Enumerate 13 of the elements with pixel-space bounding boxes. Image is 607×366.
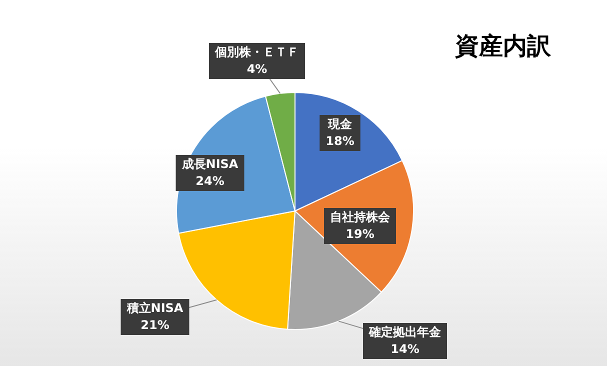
data-label: 24% [196, 174, 224, 188]
slice-label: 現金 [327, 117, 353, 132]
data-label: 18% [326, 134, 354, 148]
text: 資産内訳 [455, 31, 551, 62]
data-label: 19% [346, 227, 374, 242]
data-label: 14% [390, 342, 420, 356]
data-label: 4% [246, 62, 268, 76]
slice-label: 個別株・ＥＴＦ [214, 45, 299, 60]
slice-label: 確定拠出年金 [368, 325, 442, 340]
slice-label: 成長NISA [180, 157, 239, 172]
data-label: 21% [140, 318, 170, 332]
slice-label: 積立NISA [126, 301, 184, 316]
slice-label: 自社持株会 [330, 210, 391, 224]
